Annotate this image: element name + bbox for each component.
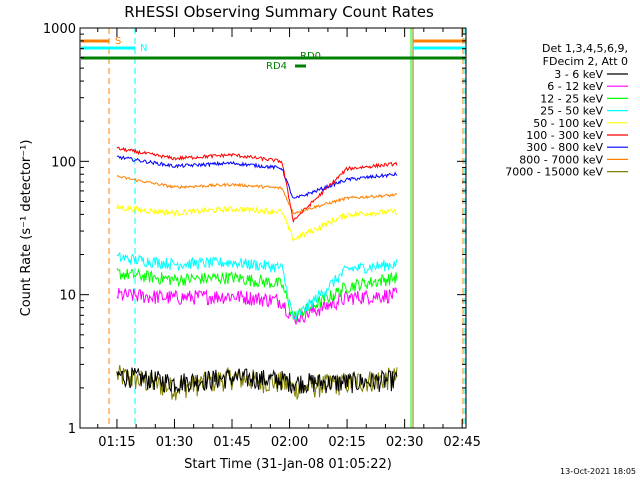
series-line-3-6-kev [116, 367, 398, 394]
x-axis-label: Start Time (31-Jan-08 01:05:22) [184, 457, 392, 472]
plot-frame [79, 27, 467, 429]
series-line-300-800-kev [116, 155, 398, 199]
annotation-label: S [115, 36, 121, 47]
y-tick-label: 10 [59, 289, 76, 304]
legend-entry-label: 300 - 800 keV [526, 141, 603, 154]
legend-header-line-1: Det 1,3,4,5,6,9, [542, 42, 628, 55]
legend: Det 1,3,4,5,6,9, FDecim 2, Att 0 3 - 6 k… [505, 42, 628, 179]
legend-entry-label: 7000 - 15000 keV [505, 166, 603, 179]
y-tick-label: 1 [68, 422, 76, 437]
legend-entry-label: 12 - 25 keV [540, 92, 603, 105]
annotation-label: N [140, 43, 147, 54]
x-tick-label: 02:15 [328, 435, 365, 450]
legend-header-line-2: FDecim 2, Att 0 [543, 55, 628, 68]
legend-entry-label: 100 - 300 keV [526, 129, 603, 142]
legend-entry-label: 25 - 50 keV [540, 105, 603, 118]
x-tick-label: 01:15 [98, 435, 135, 450]
x-tick-label: 01:45 [213, 435, 250, 450]
annotation-label: RD4 [266, 61, 287, 72]
timestamp-footer: 13-Oct-2021 18:05 [560, 467, 636, 476]
x-tick-label: 02:45 [443, 435, 480, 450]
x-tick-label: 02:30 [386, 435, 423, 450]
series-line-12-25-kev [116, 267, 398, 322]
annotation-label: RD0 [300, 51, 321, 62]
chart-title: RHESSI Observing Summary Count Rates [124, 3, 434, 21]
axes: 1 10 100 1000 01:15 01:30 01:45 02:00 02:15 02:30… [43, 22, 481, 450]
series-line-6-12-kev [116, 287, 398, 325]
legend-entry-label: 50 - 100 keV [533, 117, 603, 130]
y-axis-label: Count Rate (s⁻¹ detector⁻¹) [19, 140, 34, 317]
x-tick-label: 01:30 [156, 435, 193, 450]
series-line-800-7000-kev [116, 174, 398, 215]
observing-markers: S N RD0 RD4 [81, 28, 466, 428]
series-line-25-50-kev [116, 251, 398, 320]
legend-entry-label: 3 - 6 keV [554, 68, 603, 81]
y-tick-label: 1000 [43, 22, 76, 37]
series-line-50-100-kev [116, 203, 398, 242]
x-tick-label: 02:00 [271, 435, 308, 450]
legend-entry-label: 800 - 7000 keV [519, 153, 603, 166]
y-tick-label: 100 [51, 155, 76, 170]
legend-entry-label: 6 - 12 keV [547, 80, 603, 93]
series-layer [116, 146, 398, 401]
series-line-100-300-kev [116, 146, 398, 224]
